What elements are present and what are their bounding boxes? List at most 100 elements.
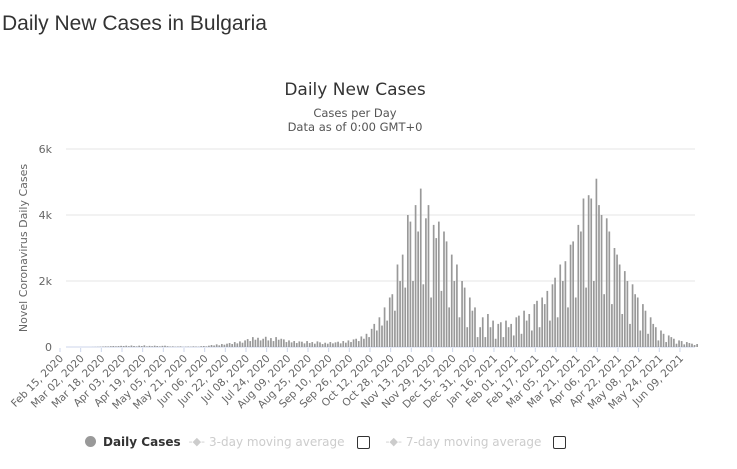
bar[interactable] bbox=[484, 337, 487, 347]
bar[interactable] bbox=[200, 346, 203, 347]
bar[interactable] bbox=[231, 344, 234, 347]
bar[interactable] bbox=[120, 345, 122, 347]
bar[interactable] bbox=[417, 231, 420, 348]
bar[interactable] bbox=[293, 341, 296, 347]
bar[interactable] bbox=[161, 345, 164, 347]
bar[interactable] bbox=[505, 320, 507, 347]
bar[interactable] bbox=[244, 340, 246, 347]
bar[interactable] bbox=[432, 224, 435, 347]
bar[interactable] bbox=[652, 323, 655, 347]
bar[interactable] bbox=[298, 341, 301, 347]
bar[interactable] bbox=[241, 342, 244, 347]
bar[interactable] bbox=[440, 290, 443, 347]
bar[interactable] bbox=[430, 297, 432, 348]
bar[interactable] bbox=[510, 323, 512, 347]
bar[interactable] bbox=[497, 323, 500, 347]
bar[interactable] bbox=[577, 224, 580, 347]
bar[interactable] bbox=[109, 346, 112, 347]
bar[interactable] bbox=[192, 346, 195, 347]
bar[interactable] bbox=[213, 345, 215, 347]
3-day-average-checkbox[interactable] bbox=[356, 436, 370, 449]
bar[interactable] bbox=[158, 346, 161, 347]
bar[interactable] bbox=[549, 320, 551, 347]
bar[interactable] bbox=[688, 343, 691, 347]
bar[interactable] bbox=[409, 221, 412, 347]
bar[interactable] bbox=[239, 341, 241, 347]
bar[interactable] bbox=[678, 340, 680, 347]
bar[interactable] bbox=[264, 336, 267, 347]
bar[interactable] bbox=[262, 338, 265, 347]
bar[interactable] bbox=[580, 231, 582, 348]
bar[interactable] bbox=[629, 323, 631, 347]
bar[interactable] bbox=[226, 343, 228, 347]
bar[interactable] bbox=[202, 346, 205, 347]
bar[interactable] bbox=[391, 294, 394, 347]
bar[interactable] bbox=[112, 346, 115, 347]
bar[interactable] bbox=[164, 345, 166, 347]
bar[interactable] bbox=[569, 244, 572, 347]
bar[interactable] bbox=[621, 314, 624, 347]
bar[interactable] bbox=[657, 340, 660, 347]
bar[interactable] bbox=[412, 281, 414, 347]
bar[interactable] bbox=[515, 317, 518, 347]
bar[interactable] bbox=[394, 310, 396, 347]
bar[interactable] bbox=[396, 264, 399, 348]
bar[interactable] bbox=[128, 346, 130, 347]
bar[interactable] bbox=[270, 338, 272, 347]
bar[interactable] bbox=[528, 314, 531, 347]
bar[interactable] bbox=[685, 342, 688, 347]
bar[interactable] bbox=[406, 215, 409, 347]
bar[interactable] bbox=[254, 339, 257, 347]
bar[interactable] bbox=[605, 218, 608, 347]
bar[interactable] bbox=[556, 317, 559, 347]
bar[interactable] bbox=[373, 323, 376, 347]
bar[interactable] bbox=[195, 346, 197, 348]
bar[interactable] bbox=[399, 281, 401, 347]
bar[interactable] bbox=[518, 315, 520, 347]
bar[interactable] bbox=[587, 195, 590, 347]
bar[interactable] bbox=[479, 327, 482, 347]
bar[interactable] bbox=[530, 330, 533, 348]
bar[interactable] bbox=[166, 346, 169, 347]
bar[interactable] bbox=[363, 338, 365, 347]
bar[interactable] bbox=[378, 317, 381, 347]
bar[interactable] bbox=[618, 264, 621, 348]
bar[interactable] bbox=[603, 294, 605, 347]
bar[interactable] bbox=[179, 346, 182, 347]
bar[interactable] bbox=[564, 261, 567, 347]
bar[interactable] bbox=[210, 345, 213, 347]
bar[interactable] bbox=[236, 343, 239, 347]
bar[interactable] bbox=[453, 281, 456, 347]
bar[interactable] bbox=[546, 290, 549, 347]
bar[interactable] bbox=[319, 342, 321, 347]
bar[interactable] bbox=[691, 343, 693, 347]
bar[interactable] bbox=[334, 342, 337, 347]
bar[interactable] bbox=[233, 342, 236, 347]
bar[interactable] bbox=[445, 241, 448, 347]
bar[interactable] bbox=[551, 284, 554, 347]
bar[interactable] bbox=[595, 178, 598, 347]
bar[interactable] bbox=[463, 287, 466, 347]
bar[interactable] bbox=[228, 343, 231, 347]
bar[interactable] bbox=[375, 330, 378, 348]
bar[interactable] bbox=[332, 343, 334, 347]
bar[interactable] bbox=[525, 320, 528, 347]
bar[interactable] bbox=[502, 337, 505, 347]
bar[interactable] bbox=[102, 346, 104, 348]
bar[interactable] bbox=[639, 330, 642, 348]
bar[interactable] bbox=[350, 342, 352, 347]
bar[interactable] bbox=[257, 337, 259, 347]
bar[interactable] bbox=[696, 344, 698, 347]
bar[interactable] bbox=[611, 304, 613, 347]
bar[interactable] bbox=[523, 310, 525, 347]
bar[interactable] bbox=[574, 297, 577, 348]
bar[interactable] bbox=[636, 297, 639, 348]
bar[interactable] bbox=[414, 205, 417, 347]
bar[interactable] bbox=[259, 340, 262, 347]
bar[interactable] bbox=[146, 346, 148, 347]
bar[interactable] bbox=[458, 317, 461, 347]
bar[interactable] bbox=[533, 304, 536, 347]
bar[interactable] bbox=[582, 198, 585, 348]
bar[interactable] bbox=[117, 346, 120, 347]
bar[interactable] bbox=[512, 335, 515, 347]
